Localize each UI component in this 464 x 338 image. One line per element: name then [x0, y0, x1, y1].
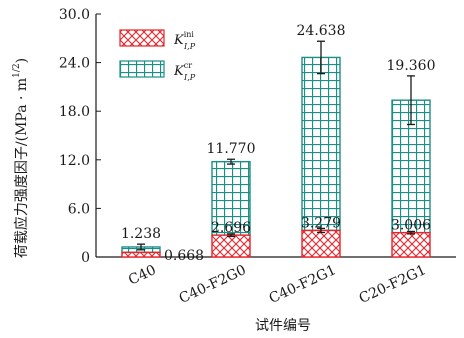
error-bar-total-1 [227, 158, 235, 165]
y-tick-label: 6.0 [68, 201, 90, 217]
y-tick-label: 30.0 [59, 7, 90, 23]
y-tick-label: 18.0 [59, 104, 90, 120]
bars-group [121, 40, 431, 258]
legend-swatch-cr [119, 60, 165, 78]
y-axis-title-end: ) [14, 58, 30, 63]
error-bar-total-2 [317, 40, 325, 75]
category-label: C40 [126, 262, 159, 289]
y-axis-title-main: 荷载应力强度因子/(MPa · m [13, 78, 30, 258]
bar-ini-2 [301, 229, 341, 258]
y-tick-label: 24.0 [59, 56, 90, 72]
legend-swatch-ini [119, 29, 165, 47]
cr-value-label: 0.668 [164, 248, 204, 264]
error-bar-ini-3 [407, 230, 415, 235]
error-bar-total-3 [407, 75, 415, 126]
bar-ini-3 [391, 231, 431, 258]
total-value-label: 11.770 [207, 141, 256, 157]
legend: Kini Ⅰ,P Kcr Ⅰ,P [119, 29, 196, 82]
category-label: C40-F2G0 [177, 262, 249, 307]
category-labels: C40 C40-F2G0 C40-F2G1 C20-F2G1 [126, 262, 429, 307]
y-axis-title: 荷载应力强度因子/(MPa · m1/2) [12, 58, 31, 258]
total-value-label: 1.238 [121, 226, 161, 242]
ini-value-label: 3.279 [301, 215, 341, 231]
category-label: C20-F2G1 [357, 262, 429, 307]
error-bar-ini-1 [227, 233, 235, 238]
error-bar-total-0 [137, 243, 145, 251]
ini-value-label: 2.696 [211, 220, 251, 236]
category-label: C40-F2G1 [267, 262, 339, 307]
legend-label-ini: Kini Ⅰ,P [173, 30, 196, 51]
y-tick-label: 0 [81, 250, 90, 266]
y-tick-label: 12.0 [59, 153, 90, 169]
bar-cr-2 [301, 56, 341, 232]
ini-value-label: 3.006 [391, 218, 431, 234]
legend-label-cr: Kcr Ⅰ,P [173, 61, 196, 82]
total-value-label: 24.638 [297, 23, 346, 39]
error-bar-ini-2 [317, 227, 325, 234]
bar-ini-0 [121, 251, 161, 258]
y-axis-ticks: 0 6.0 12.0 18.0 24.0 30.0 [59, 7, 101, 266]
svg-text:荷载应力强度因子/(MPa · m1/2): 荷载应力强度因子/(MPa · m1/2) [12, 58, 31, 258]
y-axis-title-sup: 1/2 [12, 63, 22, 77]
total-value-label: 19.360 [387, 58, 436, 74]
bar-ini-1 [211, 234, 251, 258]
x-axis-title: 试件编号 [255, 318, 311, 334]
